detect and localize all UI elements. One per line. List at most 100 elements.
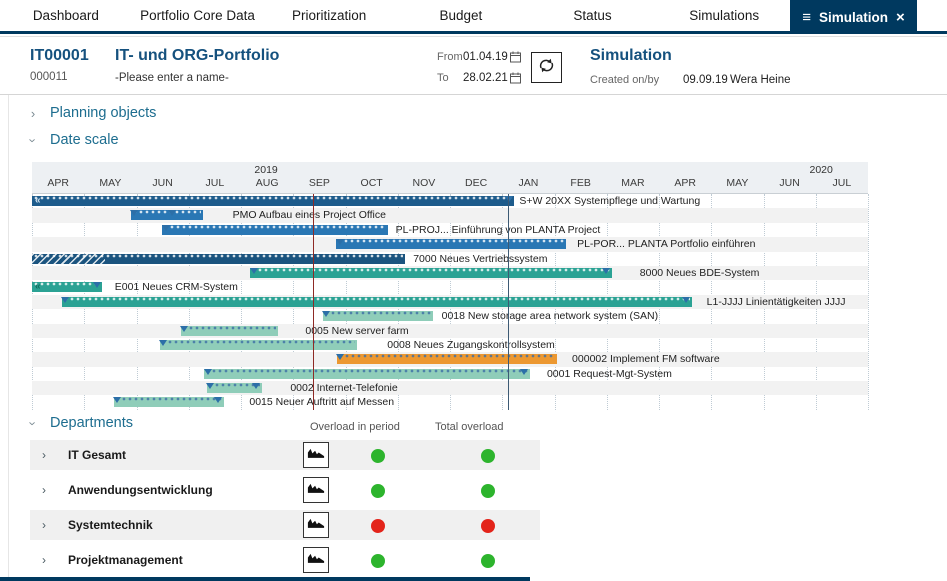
gantt-year-label: 2020 bbox=[809, 164, 833, 176]
portfolio-header: IT00001 000011 IT- und ORG-Portfolio -Pl… bbox=[0, 36, 947, 95]
section-departments-header: › Departments Overload in period Total o… bbox=[0, 415, 947, 437]
gantt-month-label: SEP bbox=[308, 177, 330, 189]
utilization-chart-button[interactable] bbox=[303, 442, 329, 468]
chevron-right-icon[interactable]: › bbox=[30, 105, 36, 121]
nav-tab-simulations[interactable]: Simulations bbox=[689, 8, 760, 23]
gantt-row: 0001 Request-Mgt-System bbox=[32, 367, 868, 381]
departments-list: › IT Gesamt › Anwendungsentwicklung › Systemt… bbox=[30, 440, 540, 580]
milestone-triangle-icon bbox=[61, 296, 70, 303]
chevron-right-icon[interactable]: › bbox=[42, 483, 46, 497]
chevron-down-icon[interactable]: › bbox=[25, 420, 41, 426]
gantt-bar[interactable] bbox=[180, 325, 278, 336]
bar-hatch-pattern bbox=[32, 253, 106, 264]
gantt-month-label: MAY bbox=[99, 177, 122, 189]
milestone-triangle-icon bbox=[129, 210, 138, 217]
portfolio-name-placeholder[interactable]: -Please enter a name- bbox=[115, 72, 229, 84]
gantt-year-label: 2019 bbox=[254, 164, 278, 176]
gantt-bar-label: PL-POR... PLANTA Portfolio einführen bbox=[577, 238, 756, 251]
close-icon[interactable]: × bbox=[896, 8, 905, 26]
gantt-bar[interactable] bbox=[159, 339, 358, 350]
simulation-title: Simulation bbox=[590, 47, 672, 64]
gantt-bar[interactable] bbox=[204, 368, 531, 379]
gantt-bar[interactable] bbox=[113, 397, 225, 408]
section-departments[interactable]: › Departments bbox=[25, 415, 134, 431]
section-planning-objects[interactable]: › Planning objects bbox=[28, 105, 157, 121]
menu-icon[interactable]: ≡ bbox=[802, 8, 811, 26]
nav-tab-portfolio-core-data[interactable]: Portfolio Core Data bbox=[140, 8, 255, 23]
department-row: › Projektmanagement bbox=[30, 545, 540, 575]
gantt-bar[interactable] bbox=[250, 267, 613, 278]
gantt-bar[interactable] bbox=[32, 282, 103, 293]
gantt-month-label: DEC bbox=[465, 177, 488, 189]
nav-tab-status[interactable]: Status bbox=[573, 8, 612, 23]
gantt-bar[interactable] bbox=[162, 224, 389, 235]
sync-icon bbox=[538, 58, 555, 78]
milestone-triangle-icon bbox=[249, 267, 258, 274]
utilization-chart-button[interactable] bbox=[303, 477, 329, 503]
calendar-icon[interactable] bbox=[510, 71, 521, 89]
gantt-bar[interactable] bbox=[337, 354, 557, 365]
department-row: › Anwendungsentwicklung bbox=[30, 475, 540, 505]
total-overload-status bbox=[481, 483, 495, 498]
calendar-icon[interactable] bbox=[510, 50, 521, 68]
gantt-bar[interactable] bbox=[130, 210, 204, 221]
scroll-back-icon[interactable]: « bbox=[35, 194, 41, 206]
gantt-bar-label: 0015 Neuer Auftritt auf Messen bbox=[249, 396, 395, 409]
total-overload-status bbox=[481, 518, 495, 533]
overload-in-period-status bbox=[371, 553, 385, 568]
nav-tab-budget[interactable]: Budget bbox=[439, 8, 483, 23]
to-label: To bbox=[437, 72, 449, 84]
gantt-bar-label: S+W 20XX Systempflege und Wartung bbox=[519, 195, 701, 207]
gantt-row: 0005 New server farm bbox=[32, 323, 868, 338]
overload-in-period-status bbox=[371, 483, 385, 498]
histogram-icon bbox=[307, 551, 325, 569]
gantt-bar-label: 0018 New storage area network system (SA… bbox=[441, 310, 659, 323]
gantt-bar[interactable] bbox=[32, 196, 515, 206]
gantt-bar[interactable] bbox=[322, 311, 434, 322]
gantt-timescale-header: 2019 2020 APR MAY JUN JUL AUG SEP OCT NOV DEC JAN F… bbox=[32, 162, 868, 194]
chevron-right-icon[interactable]: › bbox=[42, 448, 46, 462]
utilization-chart-button[interactable] bbox=[303, 512, 329, 538]
created-on-by-label: Created on/by bbox=[590, 74, 660, 86]
utilization-chart-button[interactable] bbox=[303, 547, 329, 573]
department-name: Anwendungsentwicklung bbox=[68, 483, 213, 497]
gantt-bar-label: 0001 Request-Mgt-System bbox=[546, 367, 672, 380]
from-date-field[interactable]: 01.04.19 bbox=[463, 51, 508, 63]
chevron-down-icon[interactable]: › bbox=[25, 137, 41, 143]
portfolio-id: IT00001 bbox=[30, 47, 89, 64]
nav-tab-prioritization[interactable]: Prioritization bbox=[292, 8, 367, 23]
department-name: Projektmanagement bbox=[68, 553, 183, 567]
gantt-bar[interactable] bbox=[62, 296, 692, 307]
gantt-month-label: APR bbox=[674, 177, 696, 189]
refresh-simulation-button[interactable] bbox=[531, 52, 562, 83]
gantt-bar[interactable] bbox=[336, 239, 567, 250]
gantt-row: PMO Aufbau eines Project Office bbox=[32, 208, 868, 223]
gantt-year-row: 2019 2020 bbox=[32, 162, 868, 177]
gantt-row: L1-JJJJ Linientätigkeiten JJJJ bbox=[32, 294, 868, 310]
gantt-bar[interactable] bbox=[206, 383, 262, 394]
gantt-row: 8000 Neues BDE-System bbox=[32, 265, 868, 281]
tab-simulation-active[interactable]: ≡ Simulation × bbox=[790, 0, 917, 34]
nav-tab-dashboard[interactable]: Dashboard bbox=[32, 8, 99, 23]
section-date-scale[interactable]: › Date scale bbox=[25, 132, 119, 148]
section-label: Date scale bbox=[50, 132, 119, 148]
today-line bbox=[312, 194, 314, 410]
from-label: From bbox=[437, 51, 463, 63]
nav-tab-list: Dashboard Portfolio Core Data Prioritizati… bbox=[0, 0, 790, 31]
chevron-right-icon[interactable]: › bbox=[42, 553, 46, 567]
milestone-triangle-icon bbox=[93, 282, 102, 289]
milestone-triangle-icon bbox=[159, 339, 168, 346]
section-label: Departments bbox=[50, 415, 134, 431]
chevron-right-icon[interactable]: › bbox=[42, 518, 46, 532]
department-row: › Systemtechnik bbox=[30, 510, 540, 540]
gantt-row: 000002 Implement FM software bbox=[32, 352, 868, 367]
milestone-triangle-icon bbox=[167, 210, 176, 217]
gantt-month-label: FEB bbox=[570, 177, 591, 189]
gantt-bar[interactable] bbox=[32, 253, 405, 264]
to-date-field[interactable]: 28.02.21 bbox=[463, 72, 508, 84]
gantt-row: PL-POR... PLANTA Portfolio einführen bbox=[32, 237, 868, 252]
date-scale-gantt: 2019 2020 APR MAY JUN JUL AUG SEP OCT NOV DEC JAN F… bbox=[32, 162, 869, 410]
milestone-triangle-icon bbox=[206, 383, 215, 390]
gantt-bar-label: 0002 Internet-Telefonie bbox=[290, 382, 398, 395]
scroll-back-icon[interactable]: « bbox=[35, 280, 41, 292]
